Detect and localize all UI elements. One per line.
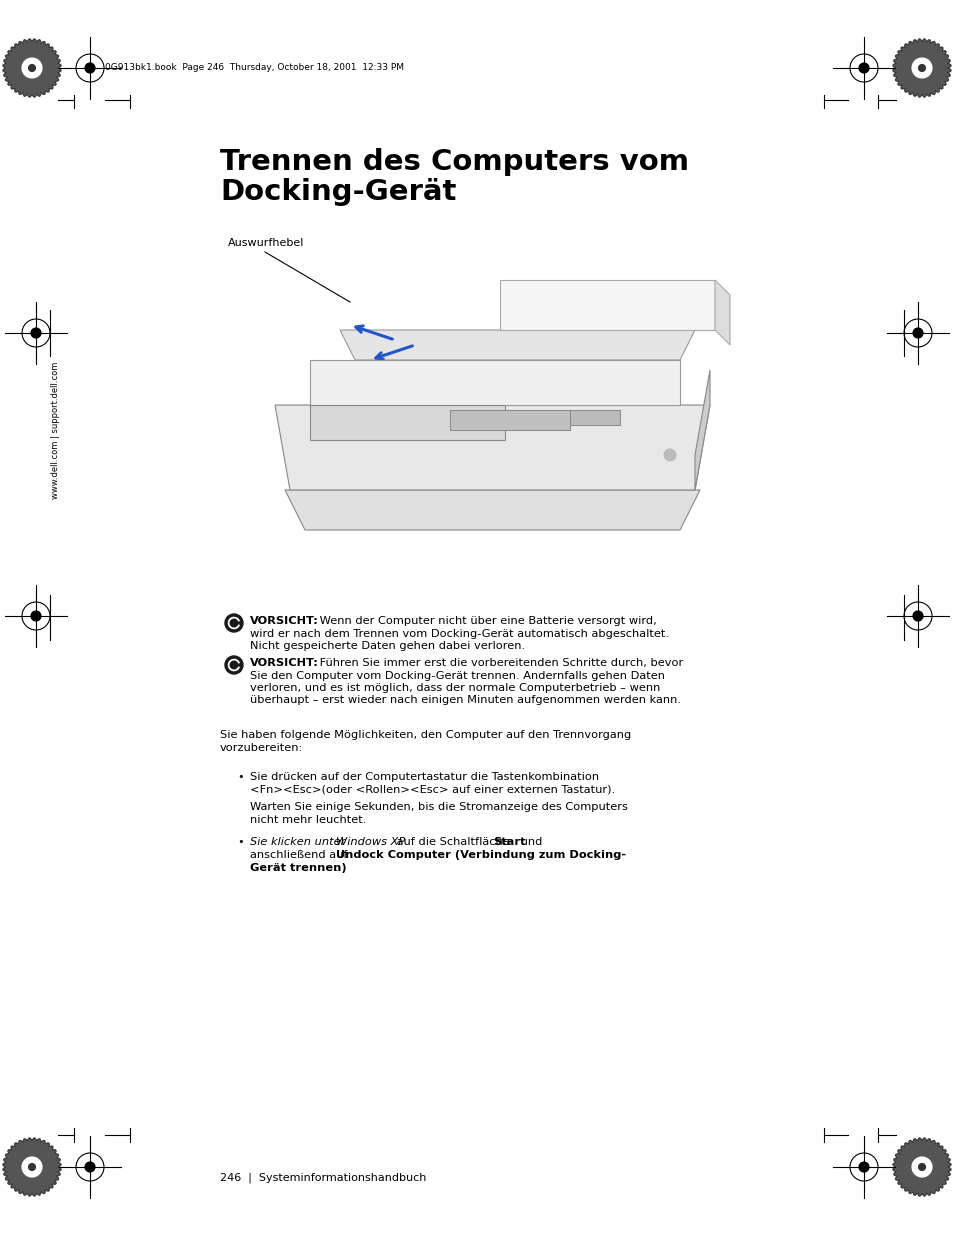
Polygon shape bbox=[3, 1137, 61, 1195]
Circle shape bbox=[85, 1162, 94, 1172]
Text: wird er nach dem Trennen vom Docking-Gerät automatisch abgeschaltet.: wird er nach dem Trennen vom Docking-Ger… bbox=[250, 629, 668, 638]
Text: Sie drücken auf der Computertastatur die Tastenkombination: Sie drücken auf der Computertastatur die… bbox=[250, 772, 598, 782]
Text: vorzubereiten:: vorzubereiten: bbox=[220, 743, 303, 753]
Text: Wenn der Computer nicht über eine Batterie versorgt wird,: Wenn der Computer nicht über eine Batter… bbox=[315, 616, 656, 626]
Text: Sie haben folgende Möglichkeiten, den Computer auf den Trennvorgang: Sie haben folgende Möglichkeiten, den Co… bbox=[220, 730, 631, 740]
Text: •: • bbox=[236, 772, 244, 782]
Polygon shape bbox=[285, 490, 700, 530]
Circle shape bbox=[225, 614, 243, 632]
Polygon shape bbox=[695, 370, 709, 490]
Circle shape bbox=[911, 58, 931, 78]
Bar bbox=[569, 410, 619, 425]
Polygon shape bbox=[892, 40, 950, 98]
Text: verloren, und es ist möglich, dass der normale Computerbetrieb – wenn: verloren, und es ist möglich, dass der n… bbox=[250, 683, 659, 693]
Text: VORSICHT:: VORSICHT: bbox=[250, 616, 318, 626]
Text: 246  |  Systeminformationshandbuch: 246 | Systeminformationshandbuch bbox=[220, 1173, 426, 1183]
Polygon shape bbox=[892, 1137, 950, 1195]
Circle shape bbox=[912, 329, 922, 338]
Text: überhaupt – erst wieder nach einigen Minuten aufgenommen werden kann.: überhaupt – erst wieder nach einigen Min… bbox=[250, 695, 680, 705]
Text: Undock Computer (Verbindung zum Docking-: Undock Computer (Verbindung zum Docking- bbox=[335, 850, 625, 860]
Text: Führen Sie immer erst die vorbereitenden Schritte durch, bevor: Führen Sie immer erst die vorbereitenden… bbox=[315, 658, 682, 668]
Text: www.dell.com | support.dell.com: www.dell.com | support.dell.com bbox=[51, 362, 60, 499]
Text: Windows XP: Windows XP bbox=[335, 837, 405, 847]
Text: Auswurfhebel: Auswurfhebel bbox=[228, 238, 304, 248]
Text: Sie klicken unter: Sie klicken unter bbox=[250, 837, 349, 847]
Text: nicht mehr leuchtet.: nicht mehr leuchtet. bbox=[250, 815, 366, 825]
Polygon shape bbox=[3, 40, 61, 98]
Polygon shape bbox=[339, 330, 695, 359]
Circle shape bbox=[31, 611, 41, 621]
Circle shape bbox=[225, 656, 243, 674]
Circle shape bbox=[663, 450, 676, 461]
Polygon shape bbox=[310, 359, 679, 405]
Circle shape bbox=[85, 63, 94, 73]
Text: 0G913bk1.book  Page 246  Thursday, October 18, 2001  12:33 PM: 0G913bk1.book Page 246 Thursday, October… bbox=[105, 63, 403, 73]
Circle shape bbox=[22, 1157, 42, 1177]
Circle shape bbox=[29, 1163, 35, 1171]
Text: Gerät trennen): Gerät trennen) bbox=[250, 863, 346, 873]
Text: .: . bbox=[335, 863, 338, 873]
Text: Docking-Gerät: Docking-Gerät bbox=[220, 178, 456, 206]
Text: und: und bbox=[517, 837, 542, 847]
Text: Sie den Computer vom Docking-Gerät trennen. Andernfalls gehen Daten: Sie den Computer vom Docking-Gerät trenn… bbox=[250, 671, 664, 680]
Bar bbox=[450, 410, 569, 430]
Circle shape bbox=[918, 1163, 924, 1171]
Text: anschließend auf: anschließend auf bbox=[250, 850, 351, 860]
Polygon shape bbox=[714, 280, 729, 345]
Text: Start: Start bbox=[493, 837, 525, 847]
Circle shape bbox=[29, 64, 35, 72]
Text: Trennen des Computers vom: Trennen des Computers vom bbox=[220, 148, 688, 177]
Circle shape bbox=[31, 329, 41, 338]
Text: auf die Schaltfläche: auf die Schaltfläche bbox=[393, 837, 513, 847]
Circle shape bbox=[859, 63, 868, 73]
Polygon shape bbox=[499, 280, 714, 330]
Circle shape bbox=[912, 611, 922, 621]
Text: Nicht gespeicherte Daten gehen dabei verloren.: Nicht gespeicherte Daten gehen dabei ver… bbox=[250, 641, 524, 651]
Circle shape bbox=[22, 58, 42, 78]
Text: •: • bbox=[236, 837, 244, 847]
Polygon shape bbox=[310, 405, 504, 440]
Polygon shape bbox=[274, 405, 709, 490]
Text: Warten Sie einige Sekunden, bis die Stromanzeige des Computers: Warten Sie einige Sekunden, bis die Stro… bbox=[250, 802, 627, 811]
Circle shape bbox=[918, 64, 924, 72]
Text: VORSICHT:: VORSICHT: bbox=[250, 658, 318, 668]
Circle shape bbox=[911, 1157, 931, 1177]
Circle shape bbox=[859, 1162, 868, 1172]
Text: <Fn><Esc>(oder <Rollen><Esc> auf einer externen Tastatur).: <Fn><Esc>(oder <Rollen><Esc> auf einer e… bbox=[250, 785, 615, 795]
